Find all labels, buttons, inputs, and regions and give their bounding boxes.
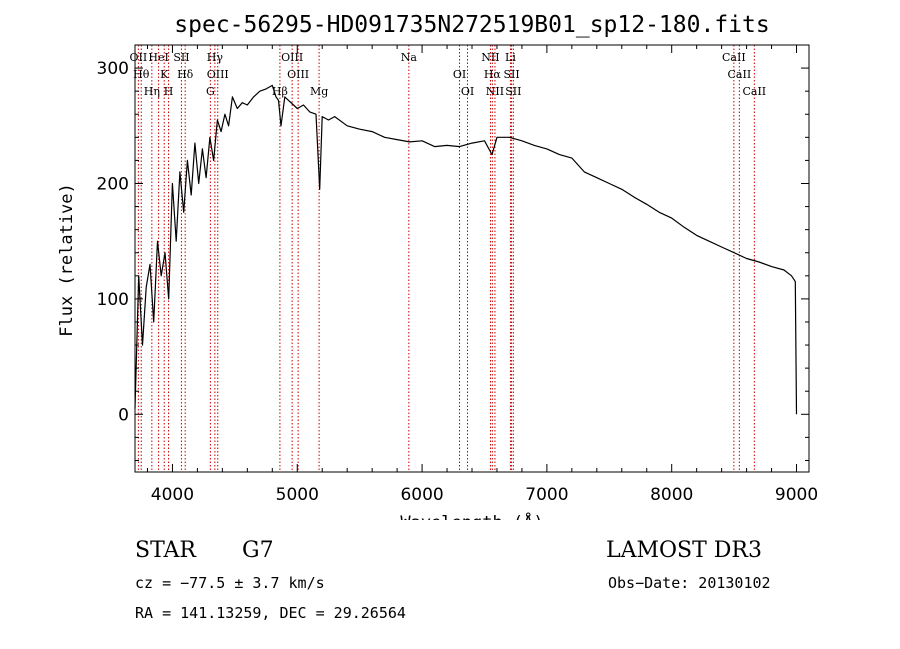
spectral-lines	[137, 45, 755, 472]
y-tick-label: 100	[97, 290, 129, 310]
line-label: OI	[461, 85, 474, 98]
object-class: STAR	[135, 538, 196, 563]
line-label: Hγ	[207, 51, 224, 64]
line-label: OIII	[281, 51, 303, 64]
line-label: NII	[486, 85, 504, 98]
x-tick-label: 8000	[650, 485, 693, 505]
line-label: Hδ	[177, 68, 194, 81]
line-label: OIII	[207, 68, 229, 81]
line-label: CaII	[728, 68, 752, 81]
y-axis: 0 100 200 300	[97, 44, 809, 461]
line-label: H	[164, 85, 174, 98]
object-subclass: G7	[242, 538, 274, 563]
coordinates: RA = 141.13259, DEC = 29.26564	[135, 604, 406, 622]
line-label: SII	[503, 68, 519, 81]
line-label: Hθ	[133, 68, 150, 81]
spectrum-chart: spec-56295-HD091735N272519B01_sp12-180.f…	[57, 12, 818, 520]
line-label: Hη	[144, 85, 160, 98]
line-label: Na	[401, 51, 418, 64]
x-tick-label: 9000	[775, 485, 818, 505]
x-tick-label: 6000	[400, 485, 443, 505]
line-label: Li	[505, 51, 516, 64]
line-label: K	[160, 68, 169, 81]
spectrum-series	[134, 84, 798, 415]
chart-title: spec-56295-HD091735N272519B01_sp12-180.f…	[174, 12, 769, 38]
y-tick-label: 0	[118, 405, 129, 425]
line-label: NII	[481, 51, 499, 64]
y-tick-label: 300	[97, 59, 129, 79]
line-label: CaII	[742, 85, 766, 98]
line-label: HeI	[148, 51, 168, 64]
line-label: OI	[453, 68, 466, 81]
line-label: OIII	[287, 68, 309, 81]
x-axis-label: Wavelength (Å)	[400, 511, 543, 520]
x-tick-label: 7000	[525, 485, 568, 505]
plot-frame	[134, 44, 810, 473]
line-label: OII	[130, 51, 148, 64]
spectrum-line	[134, 84, 798, 415]
line-label: Hβ	[272, 85, 288, 98]
line-label: CaII	[722, 51, 746, 64]
line-label: Mg	[310, 85, 328, 98]
line-label: Hα	[484, 68, 502, 81]
x-tick-label: 5000	[276, 485, 319, 505]
y-tick-label: 200	[97, 174, 129, 194]
line-labels: OIIHθHηHeIKHSIIHδGHγOIIIHβOIIIOIIIMgNaOI…	[130, 51, 767, 98]
x-axis: 4000 5000 6000 7000 8000 9000	[146, 45, 818, 505]
line-label: SII	[505, 85, 521, 98]
line-label: G	[206, 85, 215, 98]
x-tick-label: 4000	[151, 485, 194, 505]
observation-date: Obs−Date: 20130102	[608, 574, 771, 592]
redshift-cz: cz = −77.5 ± 3.7 km/s	[135, 574, 325, 592]
line-label: SII	[173, 51, 189, 64]
survey-name: LAMOST DR3	[606, 538, 762, 563]
y-axis-label: Flux (relative)	[57, 183, 77, 337]
